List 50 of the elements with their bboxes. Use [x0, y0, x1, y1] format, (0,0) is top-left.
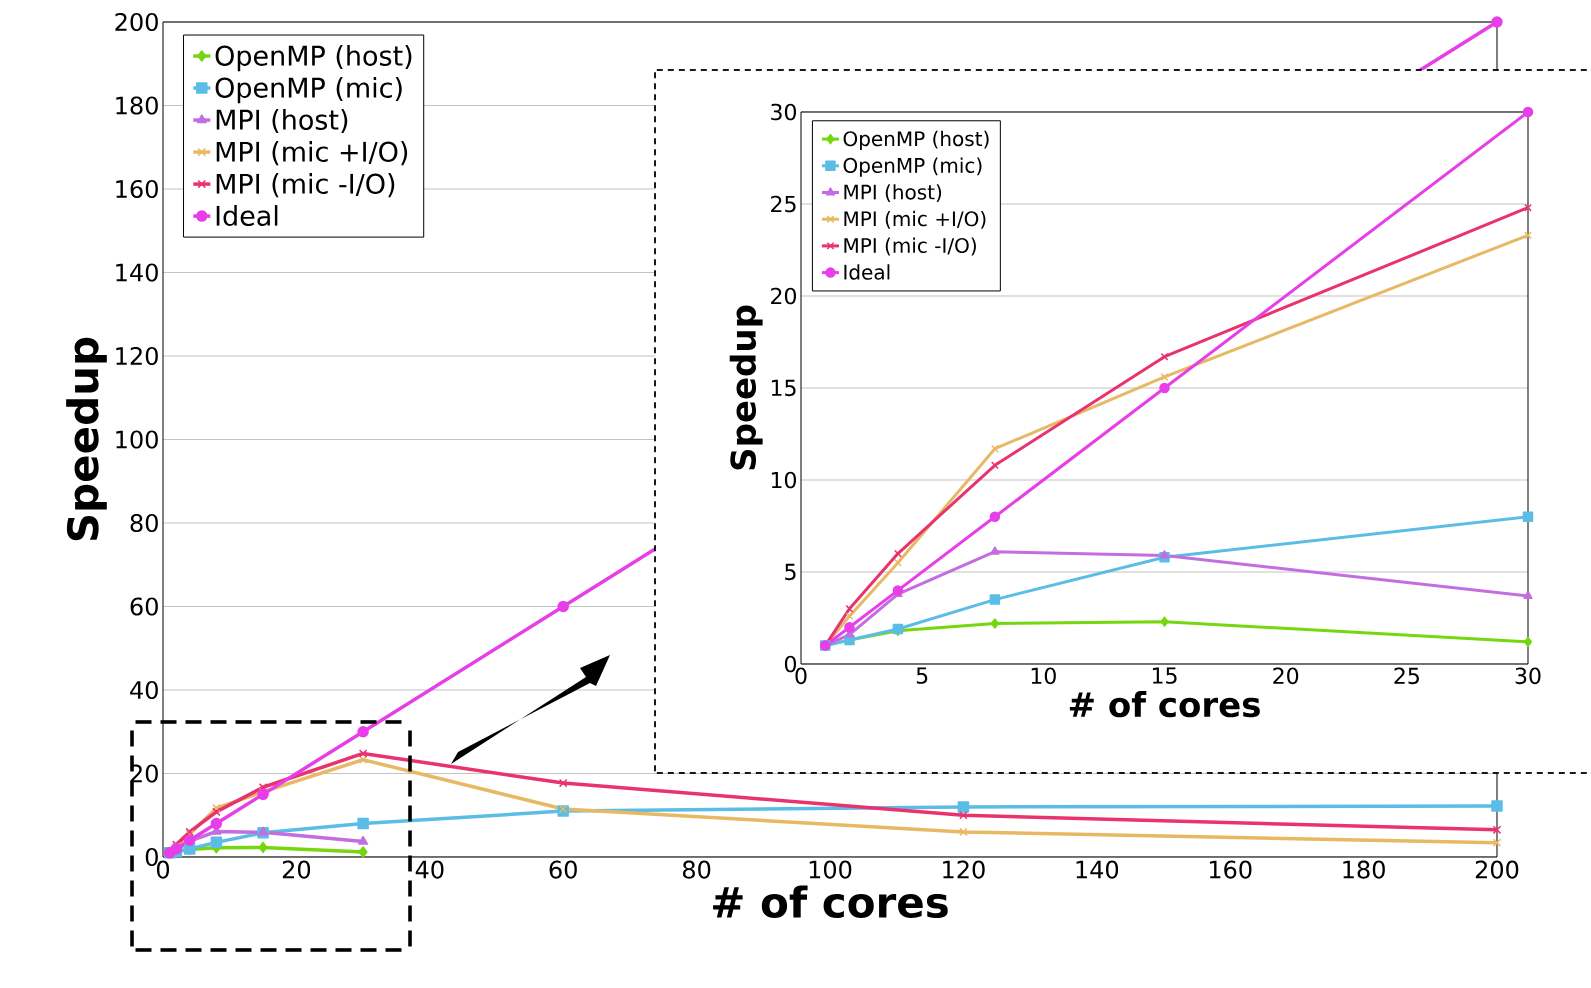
- x-tick-label: 180: [1343, 860, 1385, 879]
- y-tick-label: 15: [771, 379, 796, 397]
- x-tick-label: 25: [1394, 667, 1419, 685]
- y-tick-label: 5: [785, 563, 796, 581]
- y-tick-label: 160: [116, 179, 158, 199]
- legend-label: OpenMP (host): [215, 45, 412, 72]
- x-tick-label: 60: [549, 860, 577, 879]
- y-tick-label: 180: [116, 96, 158, 115]
- x-axis-title: # of cores: [713, 885, 948, 919]
- x-tick-label: 0: [156, 860, 170, 879]
- legend-label: MPI (host): [216, 109, 348, 134]
- y-tick-label: 80: [130, 513, 158, 533]
- y-tick-label: 20: [130, 764, 158, 783]
- legend-label: OpenMP (mic): [215, 77, 402, 104]
- legend-label: OpenMP (mic): [843, 157, 982, 177]
- x-tick-label: 30: [1515, 667, 1541, 685]
- x-tick-label: 15: [1152, 667, 1177, 684]
- x-tick-label: 120: [943, 860, 985, 879]
- y-tick-label: 40: [130, 680, 158, 700]
- x-tick-label: 40: [415, 860, 444, 879]
- x-tick-label: 100: [809, 860, 852, 879]
- legend-label: MPI (host): [844, 184, 942, 202]
- y-tick-label: 120: [116, 346, 158, 366]
- y-tick-label: 10: [771, 471, 796, 489]
- x-tick-label: 10: [1031, 667, 1056, 685]
- y-tick-label: 60: [130, 597, 158, 616]
- legend-label: MPI (mic -I/O): [844, 237, 976, 256]
- legend-label: OpenMP (host): [843, 130, 989, 151]
- x-tick-label: 140: [1076, 860, 1119, 879]
- y-axis-title: Speedup: [729, 305, 763, 470]
- y-axis-title: Speedup: [66, 337, 107, 541]
- x-tick-label: 160: [1209, 860, 1252, 879]
- legend-label: MPI (mic +I/O): [216, 141, 408, 166]
- x-tick-label: 200: [1475, 860, 1519, 879]
- y-tick-label: 30: [771, 103, 796, 121]
- legend-label: MPI (mic -I/O): [216, 173, 395, 198]
- x-axis-title: # of cores: [1069, 691, 1260, 718]
- x-tick-label: 20: [1273, 667, 1299, 685]
- x-tick-label: 80: [682, 860, 711, 879]
- x-tick-label: 20: [282, 860, 311, 879]
- y-tick-label: 200: [115, 12, 158, 32]
- y-tick-label: 0: [784, 655, 797, 673]
- y-tick-label: 25: [771, 195, 796, 213]
- legend-label: MPI (mic +I/O): [844, 210, 986, 229]
- legend-label: Ideal: [844, 264, 890, 280]
- legend-label: Ideal: [216, 205, 278, 226]
- y-tick-label: 20: [771, 287, 796, 305]
- y-tick-label: 140: [116, 263, 158, 282]
- y-tick-label: 100: [116, 430, 158, 449]
- x-tick-label: 5: [916, 667, 928, 684]
